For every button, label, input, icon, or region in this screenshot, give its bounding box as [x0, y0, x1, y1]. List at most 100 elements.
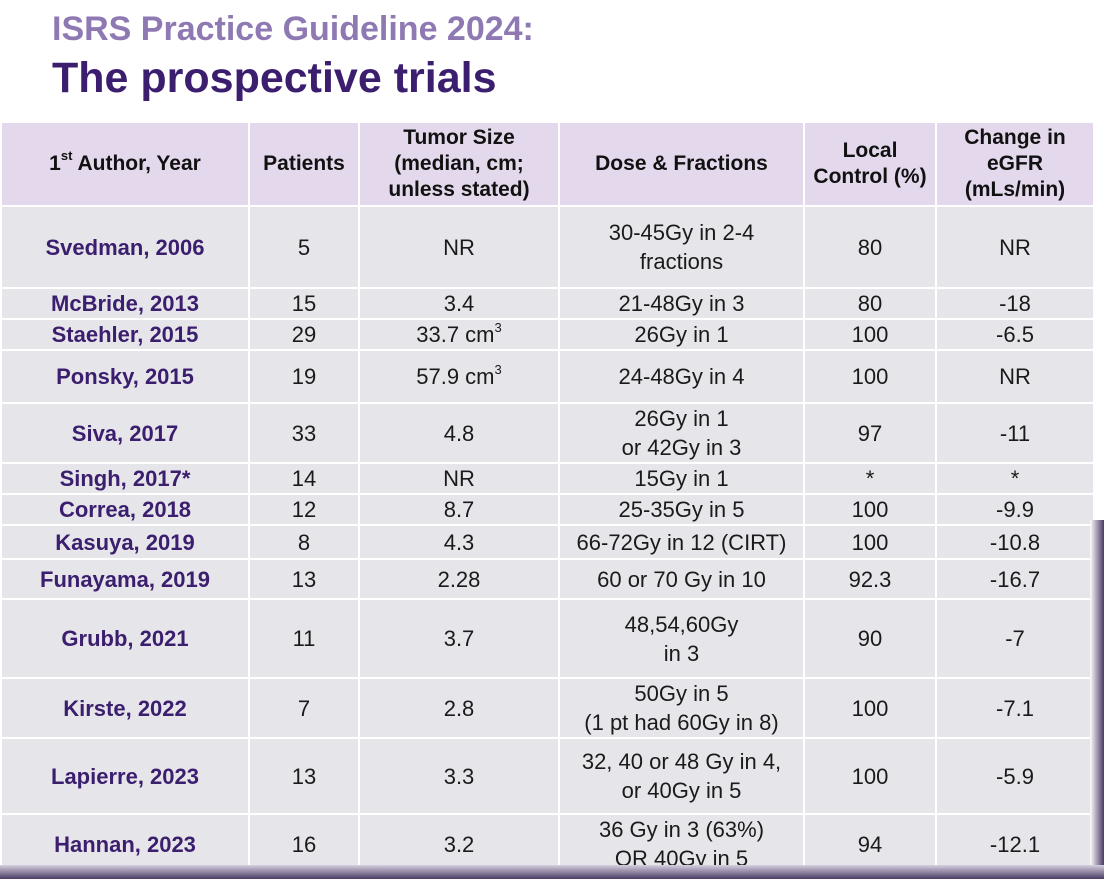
patients-cell: 19	[248, 349, 360, 404]
local-control-cell: 100	[803, 737, 937, 815]
author-cell: Kirste, 2022	[0, 677, 250, 739]
header-dose: Dose & Fractions	[558, 121, 805, 207]
slide-edge-shadow	[1090, 520, 1104, 865]
author-cell: Singh, 2017*	[0, 462, 250, 495]
slide-title: ISRS Practice Guideline 2024:	[52, 10, 534, 48]
tumor-size-cell: NR	[358, 462, 560, 495]
patients-cell: 33	[248, 402, 360, 464]
local-control-cell: 100	[803, 318, 937, 351]
egfr-cell: -6.5	[935, 318, 1095, 351]
dose-cell: 15Gy in 1	[558, 462, 805, 495]
local-control-cell: 100	[803, 677, 937, 739]
table-row: Hannan, 2023 16 3.2 36 Gy in 3 (63%) OR 40G…	[0, 813, 1095, 875]
egfr-cell: -7.1	[935, 677, 1095, 739]
local-control-cell: 100	[803, 349, 937, 404]
egfr-cell: -5.9	[935, 737, 1095, 815]
author-cell: Svedman, 2006	[0, 205, 250, 289]
slide-bottom-shadow	[0, 865, 1104, 879]
dose-cell: 30-45Gy in 2-4 fractions	[558, 205, 805, 289]
local-control-cell: 80	[803, 287, 937, 320]
dose-cell: 26Gy in 1 or 42Gy in 3	[558, 402, 805, 464]
trials-table: 1st Author, Year Patients Tumor Size (me…	[0, 121, 1095, 875]
patients-cell: 11	[248, 598, 360, 679]
author-cell: Ponsky, 2015	[0, 349, 250, 404]
tumor-size-cell: 2.8	[358, 677, 560, 739]
header-local-control: Local Control (%)	[803, 121, 937, 207]
local-control-cell: 100	[803, 524, 937, 560]
egfr-cell: NR	[935, 205, 1095, 289]
table-body: Svedman, 2006 5 NR 30-45Gy in 2-4 fractions…	[0, 205, 1095, 875]
egfr-cell: -11	[935, 402, 1095, 464]
tumor-size-cell: 3.4	[358, 287, 560, 320]
dose-cell: 26Gy in 1	[558, 318, 805, 351]
table-row: McBride, 2013 15 3.4 21-48Gy in 3 80 -18	[0, 287, 1095, 320]
patients-cell: 8	[248, 524, 360, 560]
table-row: Kirste, 2022 7 2.8 50Gy in 5 (1 pt had 60Gy…	[0, 677, 1095, 739]
tumor-size-cell: 3.3	[358, 737, 560, 815]
tumor-size-cell: 3.7	[358, 598, 560, 679]
header-patients: Patients	[248, 121, 360, 207]
author-cell: Siva, 2017	[0, 402, 250, 464]
table-header: 1st Author, Year Patients Tumor Size (me…	[0, 121, 1095, 207]
author-cell: McBride, 2013	[0, 287, 250, 320]
patients-cell: 5	[248, 205, 360, 289]
patients-cell: 13	[248, 558, 360, 600]
table-row: Ponsky, 2015 19 57.9 cm3 24-48Gy in 4 100 NR	[0, 349, 1095, 404]
local-control-cell: 94	[803, 813, 937, 875]
patients-cell: 13	[248, 737, 360, 815]
local-control-cell: 100	[803, 493, 937, 526]
patients-cell: 16	[248, 813, 360, 875]
local-control-cell: 80	[803, 205, 937, 289]
patients-cell: 14	[248, 462, 360, 495]
slide-subtitle: The prospective trials	[52, 54, 497, 102]
author-cell: Funayama, 2019	[0, 558, 250, 600]
egfr-cell: -12.1	[935, 813, 1095, 875]
header-row: 1st Author, Year Patients Tumor Size (me…	[0, 121, 1095, 207]
egfr-cell: -18	[935, 287, 1095, 320]
header-tumor-size: Tumor Size (median, cm; unless stated)	[358, 121, 560, 207]
tumor-size-cell: 4.8	[358, 402, 560, 464]
dose-cell: 25-35Gy in 5	[558, 493, 805, 526]
local-control-cell: 92.3	[803, 558, 937, 600]
egfr-cell: -7	[935, 598, 1095, 679]
header-egfr: Change in eGFR (mLs/min)	[935, 121, 1095, 207]
table-row: Siva, 2017 33 4.8 26Gy in 1 or 42Gy in 3 97-…	[0, 402, 1095, 464]
table-row: Funayama, 2019 13 2.28 60 or 70 Gy in 10 92.…	[0, 558, 1095, 600]
tumor-size-cell: 33.7 cm3	[358, 318, 560, 351]
tumor-size-cell: 57.9 cm3	[358, 349, 560, 404]
table-row: Correa, 2018 12 8.7 25-35Gy in 5 100 -9.9	[0, 493, 1095, 526]
local-control-cell: *	[803, 462, 937, 495]
author-cell: Staehler, 2015	[0, 318, 250, 351]
dose-cell: 60 or 70 Gy in 10	[558, 558, 805, 600]
patients-cell: 29	[248, 318, 360, 351]
patients-cell: 7	[248, 677, 360, 739]
tumor-size-cell: 4.3	[358, 524, 560, 560]
author-cell: Lapierre, 2023	[0, 737, 250, 815]
header-author: 1st Author, Year	[0, 121, 250, 207]
table-row: Svedman, 2006 5 NR 30-45Gy in 2-4 fractions…	[0, 205, 1095, 289]
patients-cell: 12	[248, 493, 360, 526]
egfr-cell: -10.8	[935, 524, 1095, 560]
patients-cell: 15	[248, 287, 360, 320]
local-control-cell: 90	[803, 598, 937, 679]
dose-cell: 50Gy in 5 (1 pt had 60Gy in 8)	[558, 677, 805, 739]
author-cell: Kasuya, 2019	[0, 524, 250, 560]
egfr-cell: -9.9	[935, 493, 1095, 526]
egfr-cell: NR	[935, 349, 1095, 404]
author-cell: Correa, 2018	[0, 493, 250, 526]
tumor-size-cell: 2.28	[358, 558, 560, 600]
dose-cell: 32, 40 or 48 Gy in 4, or 40Gy in 5	[558, 737, 805, 815]
dose-cell: 48,54,60Gy in 3	[558, 598, 805, 679]
tumor-size-cell: NR	[358, 205, 560, 289]
egfr-cell: *	[935, 462, 1095, 495]
table-row: Staehler, 2015 29 33.7 cm3 26Gy in 1 100 -6.5	[0, 318, 1095, 351]
table-row: Lapierre, 2023 13 3.3 32, 40 or 48 Gy in 4,…	[0, 737, 1095, 815]
egfr-cell: -16.7	[935, 558, 1095, 600]
local-control-cell: 97	[803, 402, 937, 464]
dose-cell: 24-48Gy in 4	[558, 349, 805, 404]
author-cell: Hannan, 2023	[0, 813, 250, 875]
author-cell: Grubb, 2021	[0, 598, 250, 679]
table-row: Kasuya, 2019 8 4.3 66-72Gy in 12 (CIRT) 100-…	[0, 524, 1095, 560]
table-row: Singh, 2017* 14 NR 15Gy in 1 * *	[0, 462, 1095, 495]
tumor-size-cell: 8.7	[358, 493, 560, 526]
